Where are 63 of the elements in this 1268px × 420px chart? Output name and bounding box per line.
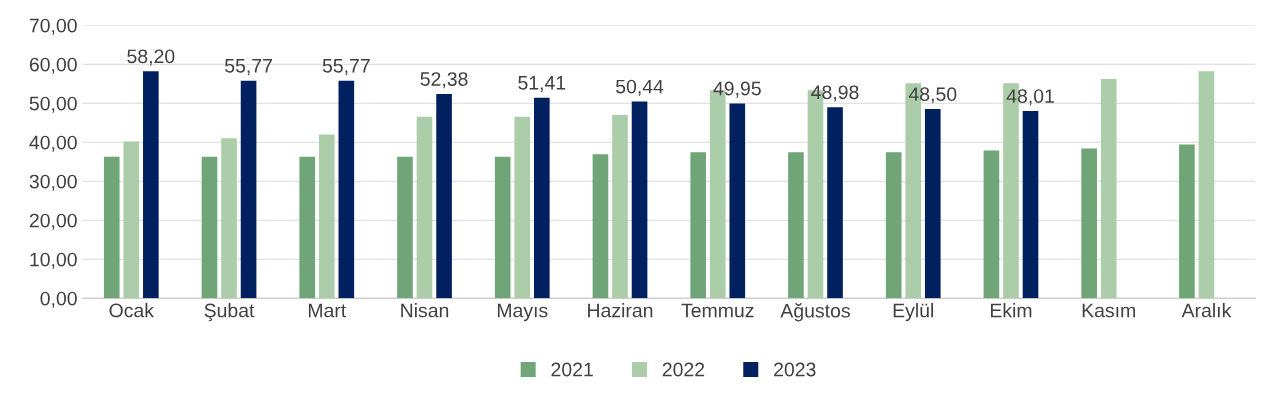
x-tick-label: Aralık [1181, 303, 1232, 318]
data-label: 51,41 [518, 76, 566, 92]
bar [592, 154, 609, 299]
legend-label: 2021 [551, 362, 593, 377]
x-tick-label: Mayıs [497, 303, 548, 322]
data-label: 48,01 [1006, 89, 1054, 106]
x-tick-label: Temmuz [681, 303, 754, 318]
x-tick-label: Haziran [588, 303, 653, 318]
x-tick-label: Kasım [1082, 303, 1135, 318]
y-tick-label: 50,00 [29, 96, 77, 113]
bar [416, 116, 433, 299]
x-tick-label: Şubat [204, 303, 255, 322]
y-tick-label: 20,00 [29, 213, 77, 230]
x-tick-label: Ağustos [780, 303, 850, 322]
bar [827, 107, 843, 299]
y-tick-label: 70,00 [29, 18, 77, 35]
data-label: 52,38 [420, 72, 468, 89]
bar [240, 80, 257, 299]
bar [690, 152, 707, 299]
bar [924, 109, 941, 299]
y-tick-label: 30,00 [29, 174, 77, 191]
bar [1100, 79, 1117, 299]
bar [983, 150, 1000, 299]
y-tick-label: 10,00 [30, 252, 77, 269]
bar [885, 152, 902, 299]
x-tick-label: Eylül [893, 303, 933, 322]
x-tick-label: Ocak [109, 303, 155, 318]
bar [1198, 71, 1215, 299]
legend-label: 2023 [774, 362, 816, 377]
bar [1081, 148, 1097, 299]
bar [1022, 110, 1039, 299]
x-tick-label: Ekim [990, 303, 1032, 318]
bar [494, 156, 511, 299]
bar [318, 134, 335, 299]
bar [788, 152, 804, 299]
bar [299, 156, 316, 299]
bar [612, 114, 628, 299]
bar [397, 156, 413, 299]
bar [729, 103, 746, 299]
bar [338, 80, 355, 299]
data-label: 50,44 [616, 79, 664, 96]
bar [221, 138, 237, 299]
bar [103, 156, 120, 299]
legend-label: 2022 [662, 362, 705, 377]
data-label: 49,95 [713, 81, 761, 98]
bar [436, 93, 452, 299]
bar [631, 101, 648, 299]
y-tick-label: 40,00 [29, 135, 77, 152]
bar [123, 141, 140, 299]
bar [143, 71, 159, 299]
bar [514, 116, 531, 299]
data-label: 55,77 [225, 59, 272, 75]
x-tick-label: Nisan [401, 303, 449, 318]
data-label: 58,20 [127, 49, 175, 66]
y-tick-label: 0,00 [40, 291, 77, 308]
data-label: 48,98 [811, 85, 859, 102]
bar [201, 156, 218, 299]
bar [1179, 144, 1195, 299]
x-tick-label: Mart [308, 303, 347, 318]
data-label: 55,77 [322, 59, 370, 75]
y-tick-label: 60,00 [29, 57, 77, 74]
bar [533, 97, 550, 299]
data-label: 48,50 [908, 87, 957, 104]
